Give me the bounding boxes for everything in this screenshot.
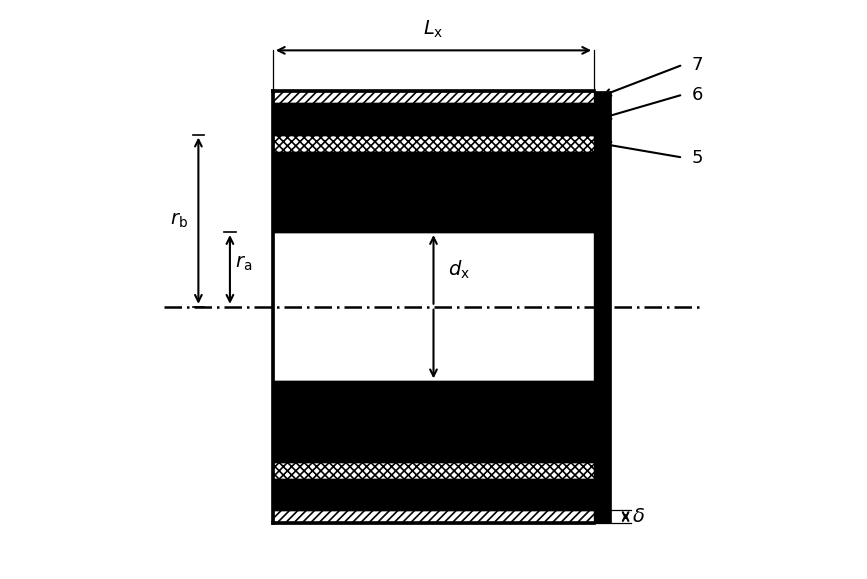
Text: $r_\mathrm{a}$: $r_\mathrm{a}$: [234, 254, 251, 273]
Bar: [273, 232, 594, 381]
Text: $L_\mathrm{x}$: $L_\mathrm{x}$: [423, 19, 444, 40]
Bar: [273, 461, 594, 479]
Bar: [273, 479, 594, 510]
Text: $d_\mathrm{x}$: $d_\mathrm{x}$: [448, 258, 470, 281]
Text: 5: 5: [692, 149, 703, 167]
Bar: [273, 152, 594, 232]
Text: $r_\mathrm{b}$: $r_\mathrm{b}$: [170, 211, 188, 230]
Bar: [273, 103, 594, 135]
Bar: [273, 135, 594, 152]
Bar: [273, 510, 594, 523]
Bar: [273, 381, 594, 461]
Text: 6: 6: [692, 86, 703, 104]
Bar: [273, 90, 594, 103]
Bar: [594, 90, 611, 523]
Text: 7: 7: [692, 56, 703, 74]
Text: $\delta$: $\delta$: [633, 507, 646, 526]
